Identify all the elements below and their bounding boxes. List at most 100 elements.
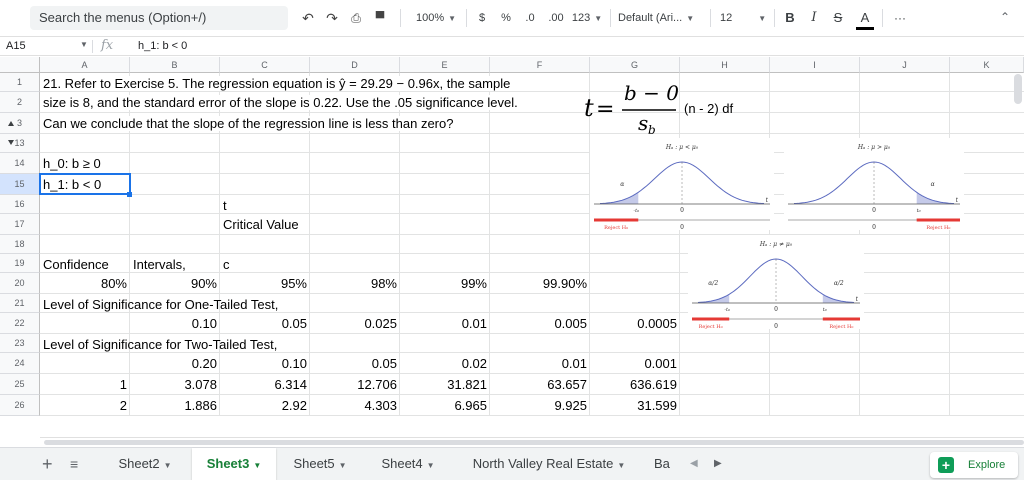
tab-sheet2[interactable]: Sheet2 ▼: [102, 448, 188, 480]
scroll-tabs-left-icon[interactable]: ◀: [690, 458, 698, 469]
all-sheets-icon[interactable]: ≡: [70, 456, 79, 472]
more-formats-button[interactable]: 123 ▼: [570, 9, 604, 27]
horizontal-scroll-thumb[interactable]: [44, 440, 1024, 445]
cell[interactable]: 1: [119, 377, 127, 392]
row-header[interactable]: 2: [0, 92, 40, 113]
cell[interactable]: 95%: [280, 276, 307, 291]
cell[interactable]: 6.314: [274, 377, 307, 392]
cell[interactable]: 31.821: [447, 377, 487, 392]
column-header-f[interactable]: F: [490, 57, 590, 73]
row-header[interactable]: 24: [0, 353, 40, 374]
zoom-select[interactable]: 100% ▼: [410, 9, 462, 27]
cell[interactable]: 4.303: [364, 398, 397, 413]
row-header[interactable]: 19: [0, 254, 40, 273]
name-box-caret-icon[interactable]: ▼: [80, 40, 88, 49]
cell[interactable]: t: [223, 198, 227, 213]
decrease-decimal-button[interactable]: .0: [525, 12, 535, 24]
row-header[interactable]: 3: [0, 113, 40, 134]
cell[interactable]: 21. Refer to Exercise 5. The regression …: [43, 76, 517, 91]
scroll-tabs-right-icon[interactable]: ▶: [714, 458, 722, 469]
column-header-i[interactable]: I: [770, 57, 860, 73]
cell[interactable]: 0.10: [191, 316, 217, 331]
cell[interactable]: h_1: b < 0: [43, 177, 102, 192]
cell[interactable]: 0.001: [644, 356, 677, 371]
cell[interactable]: 2.92: [281, 398, 307, 413]
formula-input[interactable]: h_1: b < 0: [138, 40, 188, 52]
cell[interactable]: 0.10: [281, 356, 307, 371]
cell[interactable]: 31.599: [637, 398, 677, 413]
print-icon[interactable]: ⎙: [351, 11, 361, 25]
cell[interactable]: 63.657: [547, 377, 587, 392]
sheet-grid[interactable]: A B C D E F G H I J K 1 2 3 13 14 15 16 17 18 19 20 21 22 23 24 25…: [0, 57, 1024, 437]
tab-sheet3[interactable]: Sheet3 ▼: [192, 448, 276, 480]
cell[interactable]: 1.886: [184, 398, 217, 413]
cell[interactable]: 99%: [460, 276, 487, 291]
cell[interactable]: 0.05: [371, 356, 397, 371]
paint-format-icon[interactable]: ▀: [375, 11, 385, 25]
row-header[interactable]: 21: [0, 294, 40, 313]
explore-button[interactable]: + Explore: [930, 452, 1018, 478]
vertical-scrollbar[interactable]: [1014, 74, 1022, 104]
italic-button[interactable]: I: [811, 10, 817, 25]
row-header[interactable]: 1: [0, 73, 40, 92]
undo-icon[interactable]: ↶: [302, 10, 314, 26]
row-header[interactable]: 25: [0, 374, 40, 395]
cell[interactable]: Level of Significance for Two-Tailed Tes…: [43, 337, 278, 352]
cell[interactable]: 0.01: [461, 316, 487, 331]
cell[interactable]: 0.025: [364, 316, 397, 331]
redo-icon[interactable]: ↷: [326, 10, 338, 26]
cell[interactable]: c: [223, 257, 230, 272]
tab-sheet4[interactable]: Sheet4 ▼: [366, 448, 450, 480]
cell[interactable]: 3.078: [184, 377, 217, 392]
row-header[interactable]: 13: [0, 134, 40, 153]
column-header-c[interactable]: C: [220, 57, 310, 73]
cell[interactable]: 0.01: [561, 356, 587, 371]
cell[interactable]: 0.005: [554, 316, 587, 331]
row-header[interactable]: 23: [0, 334, 40, 353]
cell[interactable]: h_0: b ≥ 0: [43, 156, 101, 171]
tab-north-valley-real-estate[interactable]: North Valley Real Estate ▼: [456, 448, 642, 480]
cell[interactable]: 9.925: [554, 398, 587, 413]
column-header-g[interactable]: G: [590, 57, 680, 73]
column-header-k[interactable]: K: [950, 57, 1024, 73]
cell[interactable]: 80%: [100, 276, 127, 291]
column-header-h[interactable]: H: [680, 57, 770, 73]
cell[interactable]: 6.965: [454, 398, 487, 413]
cell[interactable]: Intervals,: [133, 257, 186, 272]
row-header[interactable]: 14: [0, 153, 40, 174]
row-header[interactable]: 16: [0, 195, 40, 214]
tab-sheet5[interactable]: Sheet5 ▼: [278, 448, 362, 480]
text-color-button[interactable]: A: [856, 9, 874, 30]
menu-search-box[interactable]: Search the menus (Option+/): [30, 6, 288, 30]
row-header[interactable]: 15: [0, 174, 40, 195]
column-header-j[interactable]: J: [860, 57, 950, 73]
cell[interactable]: 0.05: [281, 316, 307, 331]
cell[interactable]: 0.20: [191, 356, 217, 371]
currency-button[interactable]: $: [478, 12, 486, 24]
row-header[interactable]: 26: [0, 395, 40, 416]
bold-button[interactable]: B: [785, 10, 795, 25]
cell[interactable]: Confidence: [43, 257, 109, 272]
strikethrough-button[interactable]: S: [833, 10, 843, 25]
more-options-button[interactable]: ···: [894, 11, 906, 25]
hidden-rows-down-icon[interactable]: [8, 140, 14, 145]
hidden-rows-up-icon[interactable]: [8, 121, 14, 126]
column-header-e[interactable]: E: [400, 57, 490, 73]
font-size-select[interactable]: 12 ▼: [720, 9, 770, 27]
cell[interactable]: Level of Significance for One-Tailed Tes…: [43, 297, 279, 312]
cell[interactable]: 98%: [370, 276, 397, 291]
cell[interactable]: Can we conclude that the slope of the re…: [43, 116, 460, 131]
cell[interactable]: 99.90%: [542, 276, 587, 291]
name-box[interactable]: A15: [6, 40, 26, 52]
collapse-toolbar-icon[interactable]: ⌃: [999, 10, 1010, 24]
select-all-corner[interactable]: [0, 57, 40, 73]
row-header[interactable]: 18: [0, 235, 40, 254]
row-header[interactable]: 17: [0, 214, 40, 235]
cell[interactable]: 90%: [190, 276, 217, 291]
row-header[interactable]: 22: [0, 313, 40, 334]
cell[interactable]: 636.619: [630, 377, 677, 392]
cell[interactable]: size is 8, and the standard error of the…: [43, 95, 524, 110]
cell[interactable]: 2: [119, 398, 127, 413]
cell[interactable]: 12.706: [357, 377, 397, 392]
cell[interactable]: 0.02: [461, 356, 487, 371]
